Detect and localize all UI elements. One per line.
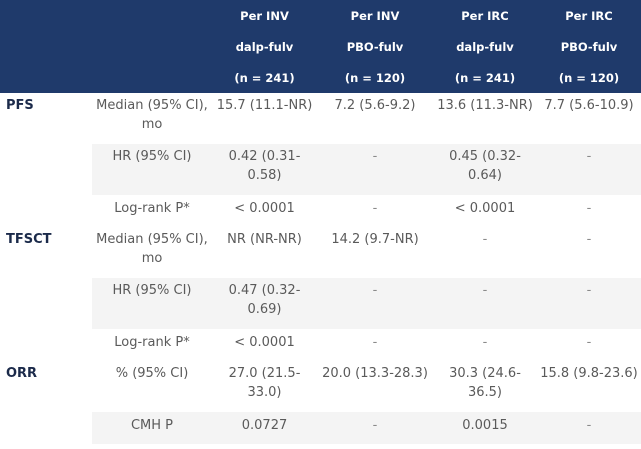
value-cell: 7.2 (5.6-9.2) — [334, 98, 416, 113]
endpoint-label: ORR — [6, 366, 38, 381]
value-cell: 0.45 (0.32-0.64) — [433, 144, 537, 195]
value-cell: - — [433, 278, 537, 329]
value-cell: - — [482, 232, 488, 247]
value-cell: 15.7 (11.1-NR) — [216, 98, 313, 113]
value-cell: < 0.0001 — [234, 335, 295, 350]
value-cell: 0.0727 — [212, 412, 317, 444]
value-cell: - — [586, 335, 592, 350]
header-cell — [0, 31, 92, 62]
header-cell: (n = 120) — [317, 62, 433, 93]
value-cell: < 0.0001 — [454, 201, 516, 216]
value-cell: 0.47 (0.32-0.69) — [212, 278, 317, 329]
table-row: Log-rank P* < 0.0001 - - - — [0, 329, 641, 361]
value-cell: NR (NR-NR) — [227, 232, 302, 247]
value-cell: 14.2 (9.7-NR) — [331, 232, 419, 247]
value-cell: - — [482, 335, 488, 350]
header-cell: PBO-fulv — [537, 31, 641, 62]
header-cell: Per INV — [317, 0, 433, 31]
metric-label: HR (95% CI) — [92, 278, 212, 329]
header-cell: Per IRC — [537, 0, 641, 31]
metric-label: Median (95% CI), mo — [96, 98, 208, 132]
value-cell: - — [372, 201, 378, 216]
value-cell: 0.0015 — [433, 412, 537, 444]
header-cell: Per INV — [212, 0, 317, 31]
header-cell — [92, 31, 212, 62]
metric-label: Log-rank P* — [114, 335, 190, 350]
endpoint-label — [0, 412, 92, 444]
endpoint-label — [0, 329, 92, 361]
value-cell: 30.3 (24.6-36.5) — [449, 366, 521, 400]
value-cell: - — [537, 144, 641, 195]
value-cell: - — [537, 412, 641, 444]
table-row: Log-rank P* < 0.0001 - < 0.0001 - — [0, 195, 641, 227]
header-cell — [92, 0, 212, 31]
table-row: PFS Median (95% CI), mo 15.7 (11.1-NR) 7… — [0, 93, 641, 144]
table-row: HR (95% CI) 0.47 (0.32-0.69) - - - — [0, 278, 641, 329]
header-row-treatment: dalp-fulv PBO-fulv dalp-fulv PBO-fulv — [0, 31, 641, 62]
header-cell — [0, 0, 92, 31]
table-row: TFSCT Median (95% CI), mo NR (NR-NR) 14.… — [0, 227, 641, 278]
value-cell: - — [537, 278, 641, 329]
table-row: HR (95% CI) 0.42 (0.31-0.58) - 0.45 (0.3… — [0, 144, 641, 195]
value-cell: - — [317, 278, 433, 329]
value-cell: 13.6 (11.3-NR) — [437, 98, 533, 113]
table-row: CMH P 0.0727 - 0.0015 - — [0, 412, 641, 444]
header-cell: (n = 241) — [433, 62, 537, 93]
table-body: PFS Median (95% CI), mo 15.7 (11.1-NR) 7… — [0, 93, 641, 444]
header-cell: dalp-fulv — [212, 31, 317, 62]
endpoint-label: PFS — [6, 98, 34, 113]
endpoint-label — [0, 144, 92, 195]
value-cell: 7.7 (5.6-10.9) — [544, 98, 634, 113]
metric-label: Log-rank P* — [114, 201, 190, 216]
header-cell: dalp-fulv — [433, 31, 537, 62]
value-cell: - — [372, 335, 378, 350]
header-cell — [0, 62, 92, 93]
value-cell: - — [317, 144, 433, 195]
value-cell: < 0.0001 — [234, 201, 295, 216]
endpoint-label — [0, 195, 92, 227]
header-cell — [92, 62, 212, 93]
endpoint-label: TFSCT — [6, 232, 52, 247]
header-cell: Per IRC — [433, 0, 537, 31]
header-cell: PBO-fulv — [317, 31, 433, 62]
endpoint-label — [0, 278, 92, 329]
header-row-arm: Per INV Per INV Per IRC Per IRC — [0, 0, 641, 31]
value-cell: 27.0 (21.5-33.0) — [228, 366, 301, 400]
value-cell: - — [317, 412, 433, 444]
metric-label: Median (95% CI), mo — [96, 232, 208, 266]
value-cell: 20.0 (13.3-28.3) — [322, 366, 428, 381]
table-row: ORR % (95% CI) 27.0 (21.5-33.0) 20.0 (13… — [0, 361, 641, 412]
header-cell: (n = 241) — [212, 62, 317, 93]
metric-label: % (95% CI) — [115, 366, 189, 381]
value-cell: - — [586, 232, 592, 247]
value-cell: - — [586, 201, 592, 216]
value-cell: 15.8 (9.8-23.6) — [540, 366, 638, 381]
table-header: Per INV Per INV Per IRC Per IRC dalp-ful… — [0, 0, 641, 93]
metric-label: CMH P — [92, 412, 212, 444]
value-cell: 0.42 (0.31-0.58) — [212, 144, 317, 195]
metric-label: HR (95% CI) — [92, 144, 212, 195]
header-cell: (n = 120) — [537, 62, 641, 93]
header-row-n: (n = 241) (n = 120) (n = 241) (n = 120) — [0, 62, 641, 93]
